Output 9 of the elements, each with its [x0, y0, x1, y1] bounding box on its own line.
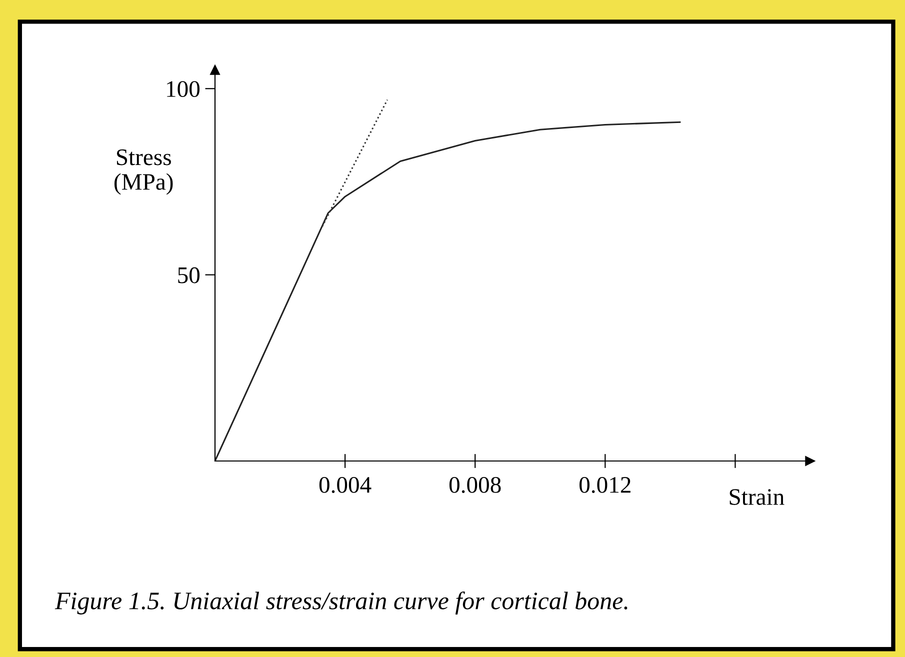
x-tick-label: 0.008	[449, 476, 501, 493]
x-axis-title: Strain	[730, 489, 784, 505]
line-series	[215, 121, 681, 461]
x-tick-label: 0.004	[319, 476, 372, 493]
y-axis-title: Stress (MPa)	[114, 149, 173, 195]
y-tick-label: 50	[178, 267, 200, 284]
caption: Figure 1.5. Uniaxial stress/strain curve for cortical bone.	[54, 592, 628, 614]
x-tick-label: 0.012	[580, 476, 630, 493]
y-tick-label: 100	[167, 81, 200, 98]
